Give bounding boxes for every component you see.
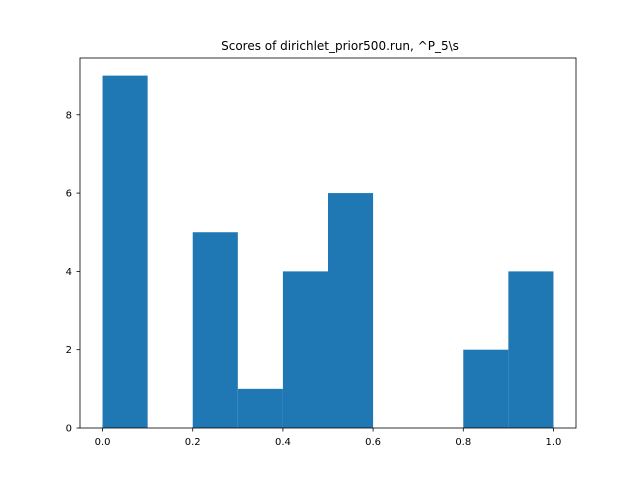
bars-group xyxy=(102,75,554,428)
x-tick-label-2: 0.4 xyxy=(275,437,291,448)
x-tick-label-0: 0.0 xyxy=(95,437,111,448)
x-tick-label-3: 0.6 xyxy=(365,437,381,448)
y-axis: 0 2 4 6 8 xyxy=(66,110,80,435)
x-tick-label-1: 0.2 xyxy=(185,437,201,448)
y-tick-label-4: 8 xyxy=(66,110,72,121)
histogram-bar-0 xyxy=(102,75,148,428)
x-tick-label-4: 0.8 xyxy=(455,437,471,448)
y-tick-label-2: 4 xyxy=(66,267,72,278)
x-tick-label-5: 1.0 xyxy=(546,437,562,448)
histogram-bar-9 xyxy=(508,271,554,428)
x-axis: 0.0 0.2 0.4 0.6 0.8 1.0 xyxy=(95,428,562,448)
chart-title: Scores of dirichlet_prior500.run, ^P_5\s xyxy=(221,39,459,53)
y-tick-label-0: 0 xyxy=(66,424,72,435)
histogram-bar-3 xyxy=(237,388,283,428)
y-tick-label-1: 2 xyxy=(66,345,72,356)
histogram-bar-5 xyxy=(328,193,374,428)
histogram-bar-2 xyxy=(192,232,238,428)
histogram-bar-4 xyxy=(282,271,328,428)
histogram-bar-8 xyxy=(463,349,509,428)
plot-frame xyxy=(79,57,577,429)
y-tick-label-3: 6 xyxy=(66,189,72,200)
